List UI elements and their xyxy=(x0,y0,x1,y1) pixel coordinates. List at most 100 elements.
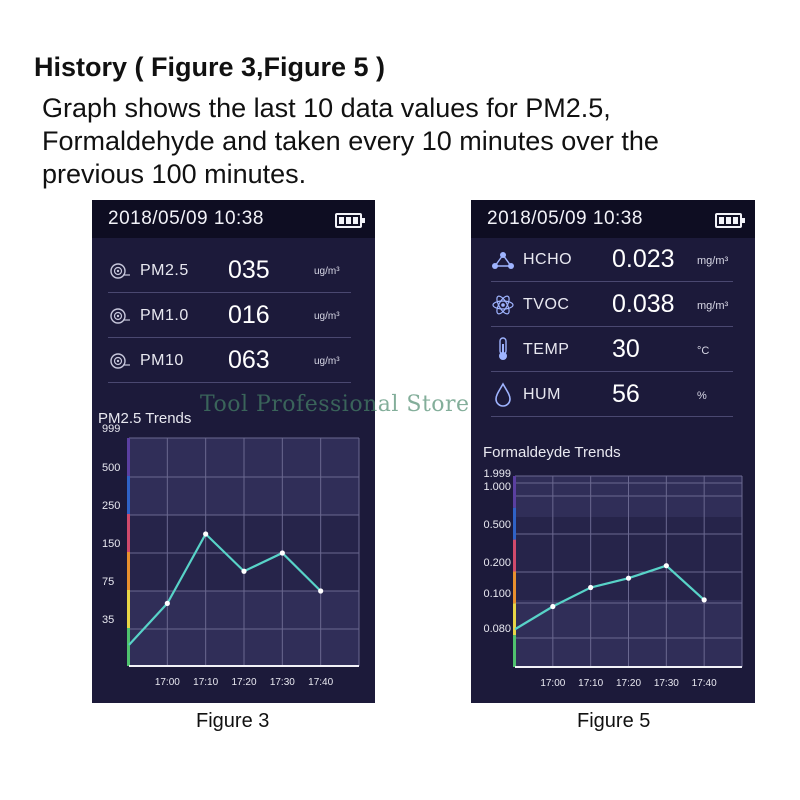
series-line xyxy=(514,564,705,631)
scale-strip-segment xyxy=(513,476,516,508)
data-point xyxy=(318,588,324,594)
water-drop-icon xyxy=(495,382,511,407)
y-tick-label: 0.500 xyxy=(483,519,511,531)
reading-unit: ug/m³ xyxy=(314,266,340,277)
data-point xyxy=(663,563,669,569)
data-point xyxy=(164,600,170,606)
reading-unit: ug/m³ xyxy=(314,311,340,322)
reading-label: HCHO xyxy=(523,251,573,268)
data-point xyxy=(550,603,556,610)
data-point xyxy=(203,531,209,537)
data-point xyxy=(701,597,707,603)
data-point xyxy=(241,568,247,574)
reading-row-tvoc: TVOC 0.038 mg/m³ xyxy=(491,282,733,327)
battery-full-icon xyxy=(335,213,365,228)
scale-strip-segment xyxy=(513,539,516,572)
y-tick-label: 0.080 xyxy=(483,623,511,635)
x-tick-label: 17:20 xyxy=(616,678,641,689)
scale-strip-segment xyxy=(127,628,130,666)
x-tick-label: 17:30 xyxy=(654,678,679,689)
reading-unit: °C xyxy=(697,345,710,357)
x-tick-label: 17:10 xyxy=(193,677,218,688)
y-tick-label: 0.200 xyxy=(483,557,511,569)
data-point xyxy=(279,550,285,556)
date-time: 2018/05/09 10:38 xyxy=(487,208,643,229)
reading-row-pm25: PM2.5 035 ug/m³ xyxy=(108,248,351,293)
description-line: previous 100 minutes. xyxy=(42,159,307,189)
scale-strip-segment xyxy=(127,476,130,514)
x-tick-label: 17:40 xyxy=(308,677,333,688)
x-tick-label: 17:00 xyxy=(540,678,565,689)
chart-title: PM2.5 Trends xyxy=(98,410,192,427)
reading-row-pm10: PM10 063 ug/m³ xyxy=(108,338,351,383)
reading-unit: % xyxy=(697,390,707,402)
particle-sensor-icon xyxy=(110,353,130,369)
scale-strip-segment xyxy=(127,438,130,476)
reading-row-temp: TEMP 30 °C xyxy=(491,327,733,372)
reading-unit: mg/m³ xyxy=(697,255,729,267)
reading-value: 56 xyxy=(612,380,640,408)
y-tick-label: 150 xyxy=(102,538,120,550)
particle-sensor-icon xyxy=(110,263,130,279)
reading-value: 0.038 xyxy=(612,290,675,318)
reading-label: HUM xyxy=(523,386,561,403)
scale-strip-segment xyxy=(127,590,130,628)
description-line: Formaldehyde and taken every 10 minutes … xyxy=(42,126,659,156)
figure5-caption: Figure 5 xyxy=(577,710,651,732)
series-line xyxy=(128,532,322,646)
reading-unit: mg/m³ xyxy=(697,300,729,312)
scale-strip-segment xyxy=(513,571,516,604)
reading-label: PM10 xyxy=(140,352,184,369)
battery-full-icon xyxy=(715,213,745,228)
reading-row-hcho: HCHO 0.023 mg/m³ xyxy=(491,237,733,282)
reading-value: 016 xyxy=(228,301,270,329)
figure3-caption: Figure 3 xyxy=(196,710,270,732)
device-screen-figure3: 2018/05/09 10:38 PM2.5 035 ug/m³ PM1.0 0… xyxy=(92,200,375,703)
y-tick-label: 35 xyxy=(102,614,114,626)
reading-label: PM1.0 xyxy=(140,307,189,324)
watermark: Tool Professional Store xyxy=(200,392,470,417)
atom-icon xyxy=(492,295,514,315)
device-screen-figure5: 2018/05/09 10:38 HCHO 0.023 mg/m³ TVOC 0… xyxy=(471,200,755,703)
reading-value: 30 xyxy=(612,335,640,363)
chart-title: Formaldeyde Trends xyxy=(483,444,621,461)
scale-strip-segment xyxy=(513,507,516,540)
scale-strip-segment xyxy=(127,514,130,552)
status-bar: 2018/05/09 10:38 xyxy=(471,200,755,238)
data-point xyxy=(625,575,632,581)
x-tick-label: 17:20 xyxy=(231,677,256,688)
reading-value: 063 xyxy=(228,346,270,374)
reading-label: PM2.5 xyxy=(140,262,189,279)
page-description: Graph shows the last 10 data values for … xyxy=(42,92,792,191)
x-tick-label: 17:40 xyxy=(692,678,717,689)
status-bar: 2018/05/09 10:38 xyxy=(92,200,375,238)
y-tick-label: 75 xyxy=(102,576,114,588)
x-tick-label: 17:10 xyxy=(578,678,603,689)
y-tick-label: 0.100 xyxy=(483,588,511,600)
molecule-icon xyxy=(492,252,514,269)
y-tick-label: 1.000 xyxy=(483,481,511,493)
date-time: 2018/05/09 10:38 xyxy=(108,208,264,229)
y-tick-label: 500 xyxy=(102,462,120,474)
reading-value: 0.023 xyxy=(612,245,675,273)
description-line: Graph shows the last 10 data values for … xyxy=(42,93,611,123)
reading-label: TEMP xyxy=(523,341,570,358)
scale-strip-segment xyxy=(513,603,516,636)
thermometer-icon xyxy=(499,337,507,360)
y-tick-label: 999 xyxy=(102,423,120,435)
reading-label: TVOC xyxy=(523,296,570,313)
scale-strip-segment xyxy=(513,635,516,667)
reading-value: 035 xyxy=(228,256,270,284)
reading-row-pm10-fine: PM1.0 016 ug/m³ xyxy=(108,293,351,338)
page-heading: History ( Figure 3,Figure 5 ) xyxy=(34,52,386,82)
data-point xyxy=(588,584,594,591)
x-tick-label: 17:00 xyxy=(155,677,180,688)
reading-unit: ug/m³ xyxy=(314,356,340,367)
y-tick-label: 250 xyxy=(102,500,120,512)
pm25-trend-chart: 999 500 250 150 75 35 17:00 17:10 17:20 17:30 17:4… xyxy=(102,423,360,688)
x-tick-label: 17:30 xyxy=(270,677,295,688)
reading-row-hum: HUM 56 % xyxy=(491,372,733,417)
particle-sensor-icon xyxy=(110,308,130,324)
scale-strip-segment xyxy=(127,552,130,590)
